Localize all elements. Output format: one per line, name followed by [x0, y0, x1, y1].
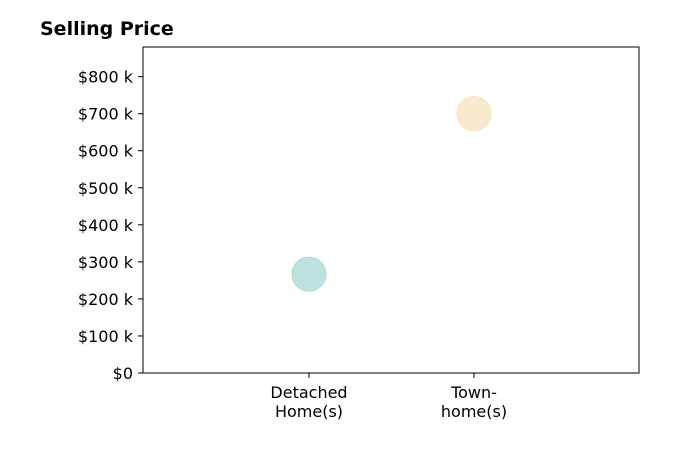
x-tick-label: Detached Home(s) — [270, 383, 347, 421]
y-tick-label: $0 — [113, 364, 133, 383]
y-tick-label: $100 k — [78, 327, 134, 346]
data-point — [456, 96, 492, 132]
y-tick-label: $200 k — [78, 290, 134, 309]
chart-title: Selling Price — [40, 18, 174, 40]
x-axis: Detached Home(s) Town-home(s) — [270, 373, 507, 421]
x-tick-label: Town-home(s) — [441, 383, 507, 421]
data-points — [291, 96, 492, 292]
y-tick-label: $700 k — [78, 105, 134, 124]
y-tick-label: $800 k — [78, 68, 134, 87]
y-tick-label: $300 k — [78, 253, 134, 272]
data-point — [291, 256, 327, 292]
plot-area-frame — [142, 46, 640, 374]
y-tick-label: $500 k — [78, 179, 134, 198]
y-tick-label: $600 k — [78, 142, 134, 161]
y-tick-label: $400 k — [78, 216, 134, 235]
y-axis: $0 $100 k $200 k $300 k $400 k $500 k $600 k $7… — [78, 68, 143, 383]
